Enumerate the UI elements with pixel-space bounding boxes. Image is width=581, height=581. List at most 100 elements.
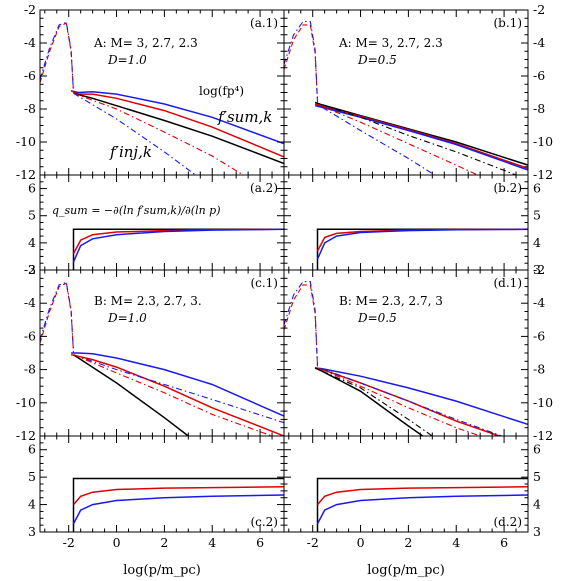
- panel-a.2: 3 4 5 6 (a.2): [28, 174, 285, 277]
- series-red-dash-dot-line: [322, 369, 481, 436]
- series-black-solid-line: [72, 477, 284, 532]
- panel-d.1: -12 -10 -8 -6 -4 -2 (d.1): [283, 262, 553, 443]
- series-red-solid-line: [316, 485, 528, 506]
- y-tick-label: 4: [28, 497, 36, 512]
- y-tick-label: 5: [28, 208, 36, 223]
- panel-c.1: -12 -10 -8 -6 -4 -2 (c.1): [16, 262, 285, 443]
- x-tick-label: 6: [500, 535, 508, 550]
- series-red-dash-dot-line: [73, 354, 273, 436]
- series-blue-dash-dot-line: [40, 21, 75, 93]
- series-group: [72, 228, 284, 270]
- y-tick-label: -10: [533, 134, 553, 149]
- d-label-b1: D=0.5: [357, 53, 397, 67]
- y-tick-label: -8: [24, 101, 36, 116]
- d-label-d1: D=0.5: [357, 311, 397, 325]
- panel-frame: [283, 9, 529, 176]
- y-tick-label: -2: [533, 262, 545, 277]
- y-tick-label: -12: [533, 428, 553, 443]
- y-tick-label: -4: [533, 35, 545, 50]
- d-label-c1: D=1.0: [107, 311, 147, 325]
- panel-tag-label: (a.1): [250, 16, 278, 30]
- y-tick-label: 6: [533, 181, 541, 196]
- y-tick-label: 6: [28, 181, 36, 196]
- fsum-label: f′sum,k: [217, 108, 272, 126]
- y-tick-label: 6: [533, 442, 541, 457]
- x-tick-label: 2: [404, 535, 412, 550]
- x-tick-label: 0: [357, 535, 365, 550]
- y-tick-label: -10: [533, 395, 553, 410]
- y-tick-label: -4: [533, 295, 545, 310]
- series-red-dashed-line: [284, 284, 319, 367]
- series-blue-dash-dot-line: [284, 20, 319, 103]
- d-label-a1: D=1.0: [107, 53, 147, 67]
- y-tick-label: -2: [24, 262, 36, 277]
- panel-tag-label: (b.2): [494, 181, 523, 195]
- y-tick-label: -12: [16, 428, 36, 443]
- panel-tag-label: (c.1): [250, 276, 278, 290]
- y-tick-label: 5: [28, 469, 36, 484]
- x-axis-label-left: log(p/m_pc): [123, 563, 201, 578]
- panel-tag-label: (a.2): [250, 181, 278, 195]
- series-black-solid-line: [314, 101, 528, 166]
- y-tick-label: -4: [24, 35, 36, 50]
- panel-d.2: -2 0 2 4 6 3 4 5 6 (d.2): [283, 435, 541, 550]
- y-tick-label: 6: [28, 442, 36, 457]
- x-tick-label: 0: [113, 535, 121, 550]
- series-blue-dash-dot-line: [40, 281, 75, 354]
- series-black-solid-line: [72, 228, 284, 270]
- series-group: [72, 477, 284, 532]
- finj-label: f′inj,k: [109, 143, 152, 161]
- y-tick-label: -12: [533, 167, 553, 182]
- y-tick-label: 4: [533, 235, 541, 250]
- series-black-solid-line: [73, 354, 189, 436]
- series-group: [316, 228, 528, 270]
- panel-tag-label: (b.1): [494, 16, 523, 30]
- series-blue-solid-line: [315, 367, 528, 426]
- series-blue-solid-line: [316, 228, 528, 260]
- series-red-dashed-line: [40, 282, 75, 354]
- y-tick-label: -10: [16, 134, 36, 149]
- series-blue-dash-dot-line: [73, 92, 196, 175]
- series-blue-dash-dot-line: [73, 354, 284, 424]
- y-tick-label: -4: [24, 295, 36, 310]
- series-blue-solid-line: [314, 104, 528, 171]
- panel-tag-label: (c.2): [250, 515, 278, 529]
- panel-b.2: 3 4 5 6 (b.2): [283, 174, 541, 277]
- series-blue-solid-line: [72, 228, 284, 263]
- y-tick-label: 5: [533, 208, 541, 223]
- x-tick-label: 4: [452, 535, 460, 550]
- series-group: [284, 281, 528, 436]
- series-blue-solid-line: [70, 90, 284, 145]
- series-red-dashed-line: [40, 22, 75, 93]
- y-tick-label: 4: [533, 497, 541, 512]
- panels-layer: -12 -10 -8 -6 -4 -2 (a.1) -12 -10 -8 -6 -4 -2 (b.1) 3 4…: [16, 2, 553, 550]
- logfp4-label: log(fp⁴): [199, 84, 244, 98]
- series-blue-solid-line: [316, 494, 528, 525]
- group-label-c1: B: M= 2.3, 2.7, 3.: [94, 294, 202, 308]
- series-group: [316, 477, 528, 532]
- panel-tag-label: (d.1): [494, 276, 523, 290]
- y-tick-label: 3: [533, 262, 541, 277]
- y-tick-label: 3: [28, 524, 36, 539]
- series-blue-dash-dot-line: [322, 106, 435, 175]
- series-blue-solid-line: [72, 494, 284, 525]
- y-tick-label: -6: [24, 328, 36, 343]
- series-red-dash-dot-line: [73, 92, 244, 175]
- panel-b.1: -12 -10 -8 -6 -4 -2 (b.1): [283, 2, 553, 182]
- y-tick-label: -6: [533, 328, 545, 343]
- panel-tag-label: (d.2): [494, 515, 523, 529]
- series-red-solid-line: [72, 485, 284, 506]
- x-tick-label: -2: [307, 535, 319, 550]
- series-black-solid-line: [316, 228, 528, 270]
- y-tick-label: -10: [16, 395, 36, 410]
- series-black-solid-line: [73, 92, 284, 165]
- y-tick-label: -12: [16, 167, 36, 182]
- series-black-dash-dot-line: [322, 104, 517, 175]
- group-label-d1: B: M= 2.3, 2.7, 3: [339, 294, 443, 308]
- y-tick-label: 4: [28, 235, 36, 250]
- panel-frame: [283, 174, 529, 271]
- y-tick-label: 3: [533, 524, 541, 539]
- series-group: [284, 20, 528, 175]
- series-black-solid-line: [314, 367, 424, 436]
